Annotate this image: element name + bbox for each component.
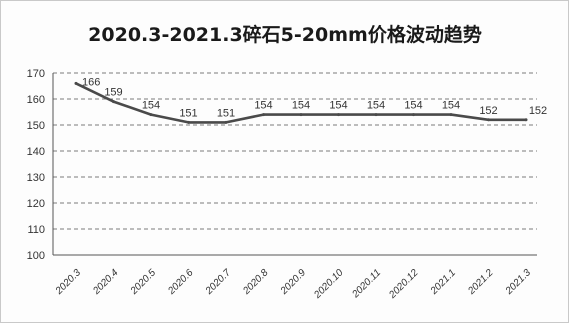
y-tick-label: 120 [27,198,45,210]
data-point [524,118,528,122]
data-label: 154 [142,100,160,112]
data-label: 166 [82,76,100,88]
data-point [262,113,265,117]
data-label: 154 [329,100,347,112]
data-label: 154 [404,100,422,112]
data-label: 154 [367,100,385,112]
y-tick-labels: 100 110 120 130 140 150 160 170 [27,68,45,262]
y-tick-label: 150 [27,120,45,132]
data-labels: 166 159 154 151 151 154 154 154 154 154 154 152 152 [82,76,547,119]
data-point [149,113,153,117]
x-tick-label: 2020.7 [203,267,233,297]
x-tick-label: 2020.3 [53,267,83,297]
x-tick-label: 2020.5 [128,267,158,297]
data-label: 151 [217,107,235,119]
data-label: 152 [529,105,547,117]
data-label: 154 [254,100,272,112]
data-label: 151 [179,107,197,119]
data-point [412,113,415,117]
data-point [224,120,228,124]
data-label: 154 [292,100,310,112]
y-tick-label: 140 [27,146,45,158]
x-tick-label: 2020.4 [91,267,121,297]
data-point [112,100,115,104]
data-label: 159 [104,87,122,99]
data-label: 154 [442,100,460,112]
x-tick-label: 2020.12 [387,267,421,301]
x-tick-label: 2021.1 [428,267,458,297]
y-tick-label: 130 [27,172,45,184]
x-tick-label: 2020.10 [312,267,346,301]
data-point [74,81,78,85]
data-point [487,118,490,122]
x-tick-label: 2021.3 [503,267,533,297]
data-point [299,113,303,117]
x-tick-label: 2020.9 [278,267,308,297]
data-point [337,113,340,117]
data-point [374,113,378,117]
y-tick-label: 100 [27,250,45,262]
y-tick-label: 110 [27,224,45,236]
series-layer [74,81,528,124]
data-point [187,120,190,124]
y-tick-label: 170 [27,68,45,80]
x-tick-labels: 2020.3 2020.4 2020.5 2020.6 2020.7 2020.8 2020… [53,267,533,301]
x-tick-label: 2020.11 [350,267,384,301]
data-point [449,113,453,117]
chart-title: 2020.3-2021.3碎石5-20mm价格波动趋势 [88,23,482,46]
data-label: 152 [479,105,497,117]
y-tick-label: 160 [27,94,45,106]
x-tick-label: 2020.6 [166,267,196,297]
gridlines [53,72,537,230]
x-tick-label: 2020.8 [241,267,271,297]
axes [52,73,537,256]
x-tick-label: 2021.2 [466,267,496,297]
